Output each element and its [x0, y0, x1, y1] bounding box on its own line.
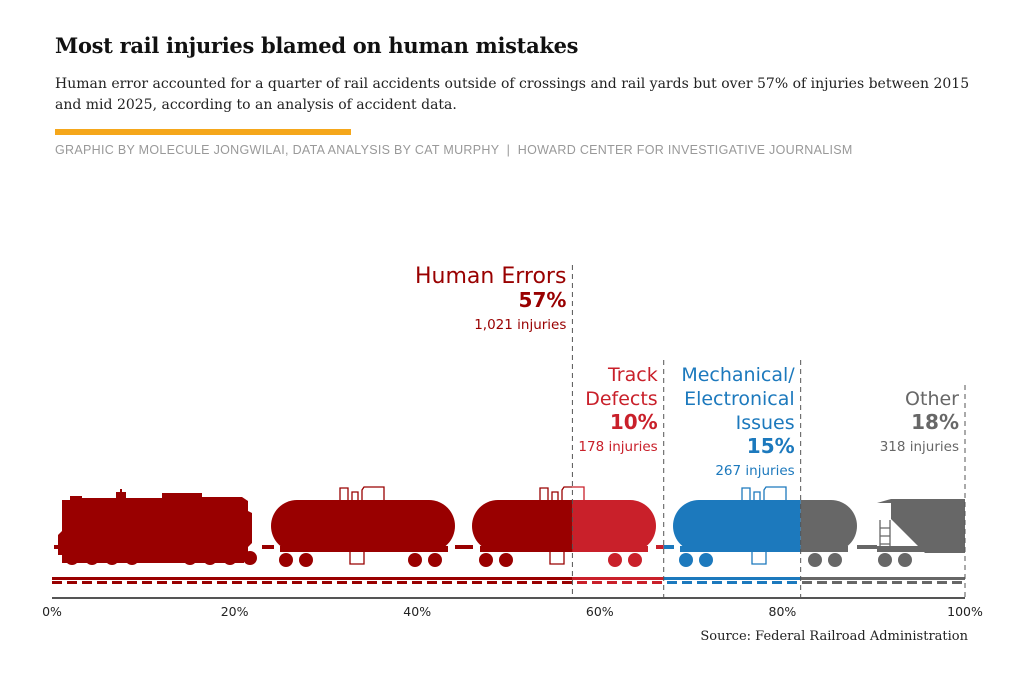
segment-label-mech: Electronical: [684, 388, 795, 410]
segment-label-other: Other: [905, 388, 959, 410]
x-tick-label: 100%: [947, 604, 983, 619]
segment-percent-other: 18%: [911, 410, 959, 434]
x-tick-label: 0%: [42, 604, 62, 619]
segment-label-human: Human Errors: [415, 264, 566, 289]
chart-title: Most rail injuries blamed on human mista…: [55, 33, 579, 58]
credit-line: GRAPHIC BY MOLECULE JONGWILAI, DATA ANAL…: [55, 143, 853, 157]
segment-injuries-human: 1,021 injuries: [474, 317, 566, 333]
segment-label-track: Track: [607, 364, 658, 386]
segment-label-mech: Issues: [736, 412, 795, 434]
segment-percent-human: 57%: [519, 288, 567, 312]
segment-injuries-mech: 267 injuries: [715, 463, 794, 479]
x-tick-label: 80%: [769, 604, 797, 619]
x-tick-label: 20%: [221, 604, 249, 619]
accent-bar: [55, 129, 351, 135]
chart-subtitle: Human error accounted for a quarter of r…: [55, 76, 970, 113]
segment-injuries-other: 318 injuries: [880, 439, 959, 455]
segment-injuries-track: 178 injuries: [578, 439, 657, 455]
x-tick-label: 60%: [586, 604, 614, 619]
x-tick-label: 40%: [403, 604, 431, 619]
segment-label-mech: Mechanical/: [681, 364, 795, 386]
segment-percent-track: 10%: [610, 410, 658, 434]
segment-label-track: Defects: [585, 388, 658, 410]
segment-percent-mech: 15%: [747, 434, 795, 458]
source-note: Source: Federal Railroad Administration: [700, 629, 968, 644]
